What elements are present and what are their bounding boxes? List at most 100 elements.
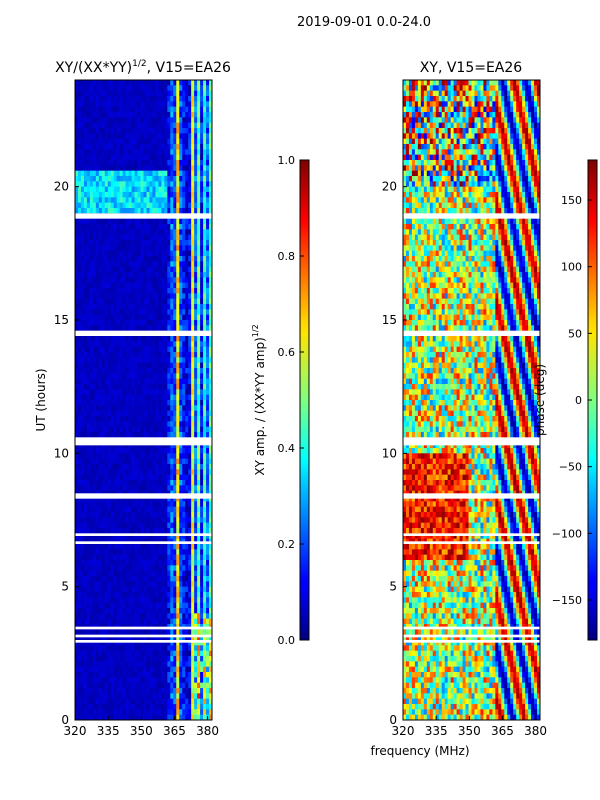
heat-cell [98,469,103,476]
heat-cell [152,474,156,481]
heat-cell [176,378,180,385]
heat-cell [86,240,91,246]
heat-cell [86,154,91,161]
heat-cell [185,208,189,214]
heat-cell [75,357,79,364]
heat-cell [89,277,94,284]
heat-cell [75,576,79,582]
heat-cell [101,554,106,561]
heat-cell [122,234,127,241]
heat-cell [176,144,180,150]
heat-cell [137,448,141,454]
heat-cell [83,378,88,385]
heat-cell [170,464,174,470]
heat-cell [170,304,174,310]
heat-cell [170,581,174,588]
heat-cell [75,570,79,577]
heat-cell [146,288,150,294]
heat-cell [197,181,201,188]
heat-cell [185,128,189,134]
heat-cell [158,421,162,428]
heat-cell [75,565,79,572]
heat-cell [152,282,156,289]
heat-cell [83,117,88,124]
heat-cell [143,346,147,353]
heat-cell [113,181,118,188]
heat-cell [200,202,204,209]
heat-cell [188,448,192,454]
heat-cell [107,618,112,625]
heat-cell [206,410,210,417]
heat-cell [182,613,186,620]
heat-cell [83,192,88,198]
heat-cell [197,645,201,652]
heat-cell [155,405,159,412]
heat-cell [98,576,103,582]
heat-cell [152,309,156,316]
heat-cell [86,581,91,588]
heat-cell [128,517,132,524]
heat-cell [191,501,195,508]
heat-cell [116,528,121,534]
heat-cell [119,656,124,662]
heat-cell [146,597,150,604]
heat-cell [140,282,144,289]
heat-cell [131,133,135,140]
heat-cell [197,469,201,476]
heat-cell [131,138,135,145]
heat-cell [191,565,195,572]
heat-cell [110,272,115,278]
heat-cell [110,256,115,262]
heat-cell [92,469,97,476]
heat-cell [185,106,189,113]
heat-cell [101,138,106,145]
heat-cell [86,298,91,305]
heat-cell [80,101,85,108]
heat-cell [155,394,159,401]
heat-cell [75,453,79,460]
heat-cell [203,346,207,353]
heat-cell [146,474,150,481]
heat-cell [107,346,112,353]
heat-cell [203,432,207,438]
heat-cell [104,480,109,486]
heat-cell [128,549,132,556]
heat-cell [140,517,144,524]
heat-cell [194,138,198,145]
heat-cell [176,170,180,177]
heat-cell [170,448,174,454]
heat-cell [140,405,144,412]
heat-cell [89,560,94,566]
heat-cell [80,202,85,209]
heat-cell [140,154,144,161]
heat-cell [149,309,153,316]
heat-cell [149,634,153,641]
heat-cell [191,512,195,518]
heat-cell [176,506,180,513]
heat-cell [140,336,144,342]
heat-cell [134,192,138,198]
heat-cell [179,544,183,550]
heat-cell [188,528,192,534]
heat-cell [137,597,141,604]
heat-cell [131,298,135,305]
heat-cell [206,421,210,428]
heat-cell [86,549,91,556]
heat-cell [140,581,144,588]
heat-cell [116,336,121,342]
heat-cell [143,144,147,150]
heat-cell [176,485,180,492]
heat-cell [116,650,121,657]
heat-cell [200,581,204,588]
heat-cell [140,352,144,358]
heat-cell [77,544,82,550]
heat-cell [149,613,153,620]
heat-cell [194,378,198,385]
heat-cell [179,112,183,118]
heat-cell [83,485,88,492]
heat-cell [77,506,82,513]
heat-cell [161,325,165,332]
heat-cell [75,186,79,193]
heat-cell [200,261,204,268]
heat-cell [146,341,150,348]
